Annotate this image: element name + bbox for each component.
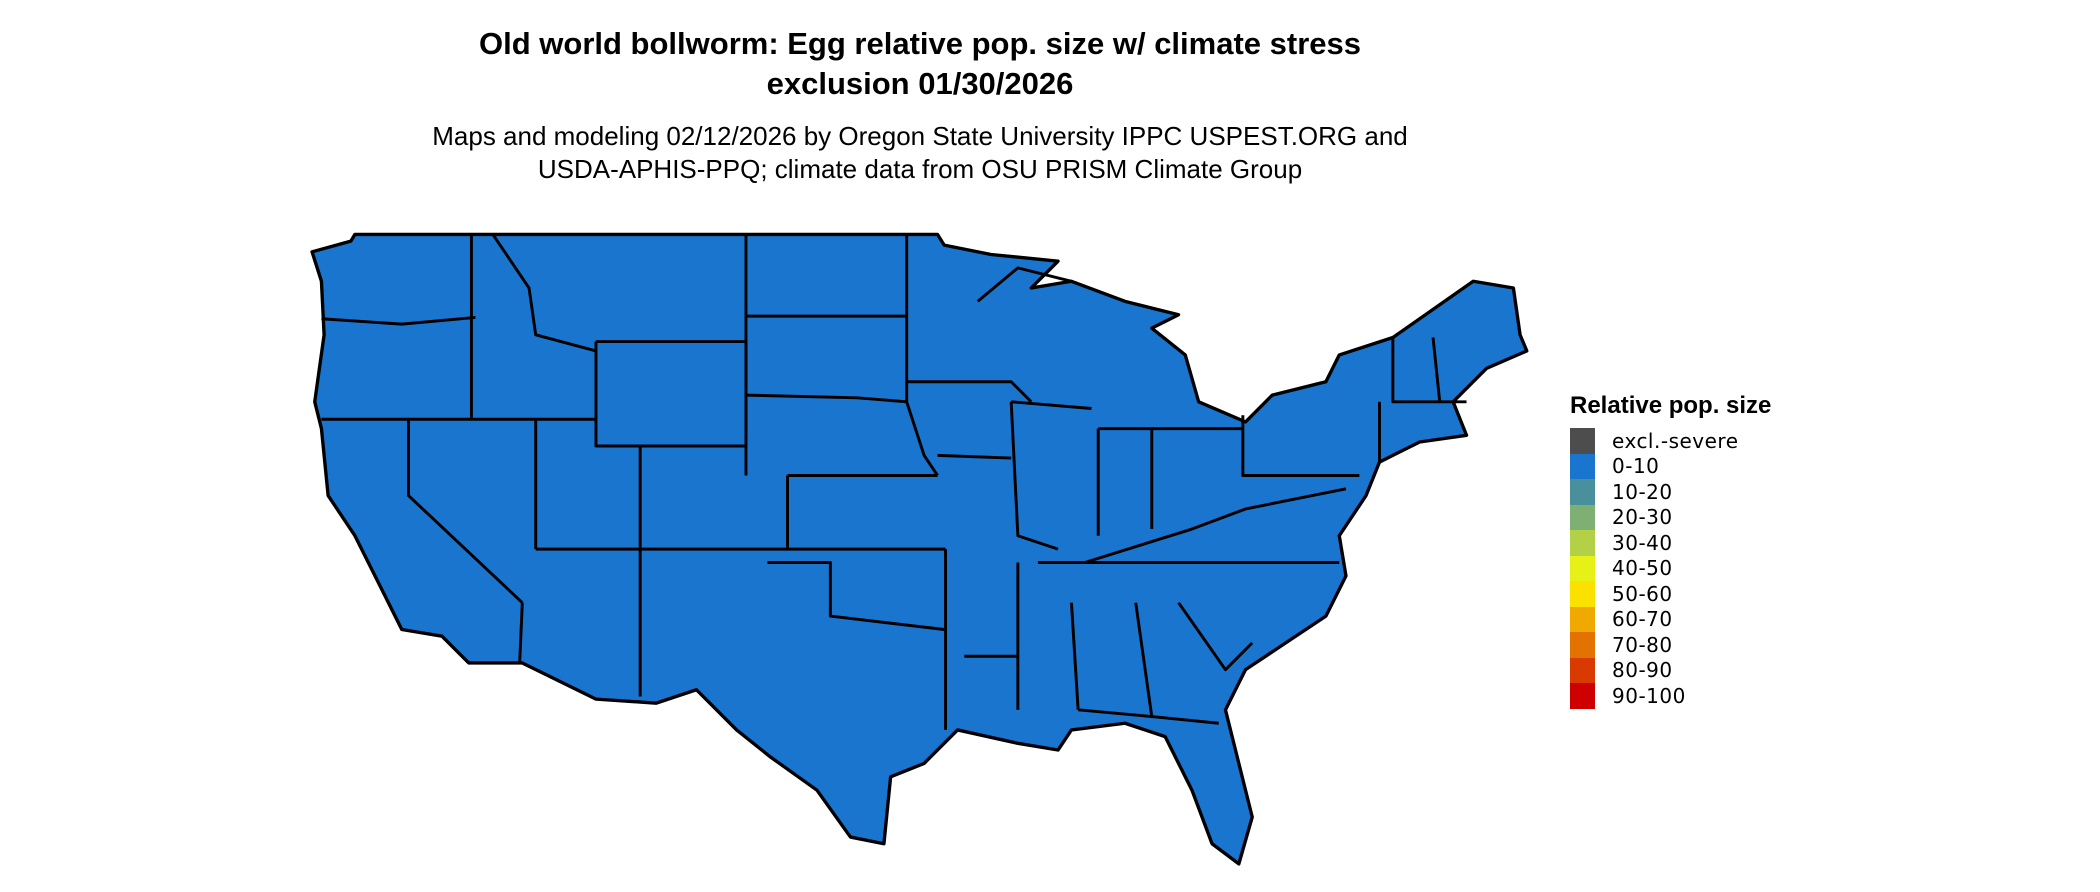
legend-title: Relative pop. size [1570,392,1772,419]
legend-item: 40-50 [1570,555,1771,581]
map-title: Old world bollworm: Egg relative pop. si… [0,24,1840,104]
legend-item: 80-90 [1570,657,1771,683]
legend-swatch [1570,606,1595,632]
legend-item: 70-80 [1570,632,1771,658]
legend-label: 0-10 [1612,454,1660,479]
state-borders [321,233,1467,730]
legend-item: 60-70 [1570,606,1771,632]
legend-item: 0-10 [1570,453,1771,479]
legend-swatch [1570,657,1595,683]
title-line-2: exclusion 01/30/2026 [766,66,1074,101]
subtitle-line-1: Maps and modeling 02/12/2026 by Oregon S… [432,121,1408,151]
legend-item: 20-30 [1570,504,1771,530]
legend-label: 30-40 [1612,530,1673,555]
legend-item: 10-20 [1570,479,1771,505]
legend-swatch [1570,453,1595,479]
legend-items: excl.-severe 0-10 10-20 20-30 30-40 40-50 50-6… [1570,428,1771,709]
legend-swatch [1570,683,1595,709]
legend-label: 40-50 [1612,556,1673,581]
legend-item: 50-60 [1570,581,1771,607]
legend-swatch [1570,632,1595,658]
map-subtitle: Maps and modeling 02/12/2026 by Oregon S… [0,120,1840,186]
legend-label: 10-20 [1612,479,1673,504]
legend-swatch [1570,555,1595,581]
legend-swatch [1570,530,1595,556]
subtitle-line-2: USDA-APHIS-PPQ; climate data from OSU PR… [537,154,1303,184]
legend-swatch [1570,504,1595,530]
legend-label: 80-90 [1612,658,1673,683]
legend-item: excl.-severe [1570,428,1771,454]
legend-label: 20-30 [1612,505,1673,530]
legend-label: 70-80 [1612,632,1673,657]
legend: Relative pop. size excl.-severe 0-10 10-20… [1570,392,1771,709]
legend-swatch [1570,581,1595,607]
legend-label: 90-100 [1612,683,1686,708]
legend-item: 90-100 [1570,683,1771,709]
legend-label: 50-60 [1612,581,1673,606]
legend-item: 30-40 [1570,530,1771,556]
title-line-1: Old world bollworm: Egg relative pop. si… [479,26,1361,61]
legend-label: 60-70 [1612,607,1673,632]
legend-label: excl.-severe [1612,428,1739,453]
legend-swatch [1570,428,1595,454]
legend-swatch [1570,479,1595,505]
